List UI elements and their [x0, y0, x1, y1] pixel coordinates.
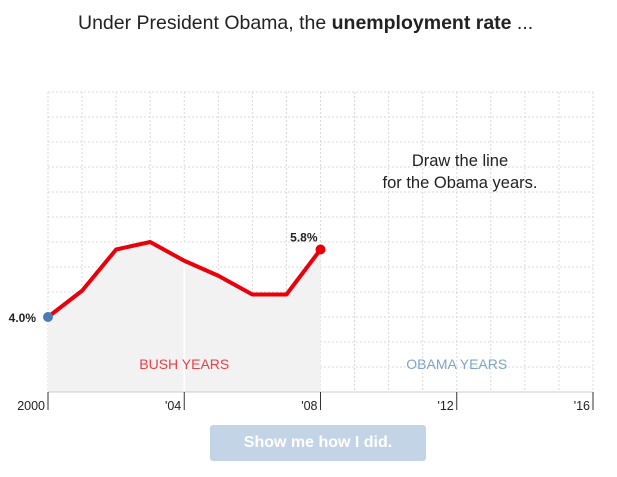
- headline: Under President Obama, the unemployment …: [78, 8, 578, 38]
- end-point: [315, 244, 326, 255]
- headline-bold: unemployment rate: [331, 12, 512, 34]
- draw-prompt: Draw the line for the Obama years.: [345, 150, 575, 194]
- x-tick-label: '08: [301, 399, 317, 413]
- headline-suffix: ...: [511, 12, 534, 34]
- start-point: [43, 312, 53, 322]
- x-tick-label: '12: [437, 399, 453, 413]
- unemployment-chart[interactable]: BUSH YEARS OBAMA YEARS 2000 '04 '08 '12 '16 4.0…: [0, 0, 617, 420]
- draw-prompt-line2: for the Obama years.: [382, 174, 538, 192]
- draw-prompt-line1: Draw the line: [411, 152, 509, 170]
- x-tick-label: 2000: [17, 399, 45, 413]
- x-tick-label: '04: [165, 399, 181, 413]
- start-value-label: 4.0%: [9, 311, 37, 325]
- region-label-obama: OBAMA YEARS: [406, 356, 507, 372]
- x-tick-label: '16: [574, 399, 590, 413]
- show-me-how-i-did-button[interactable]: Show me how I did.: [210, 425, 426, 461]
- region-label-bush: BUSH YEARS: [139, 356, 229, 372]
- end-value-label: 5.8%: [290, 231, 318, 245]
- headline-prefix: Under President Obama, the: [78, 12, 332, 34]
